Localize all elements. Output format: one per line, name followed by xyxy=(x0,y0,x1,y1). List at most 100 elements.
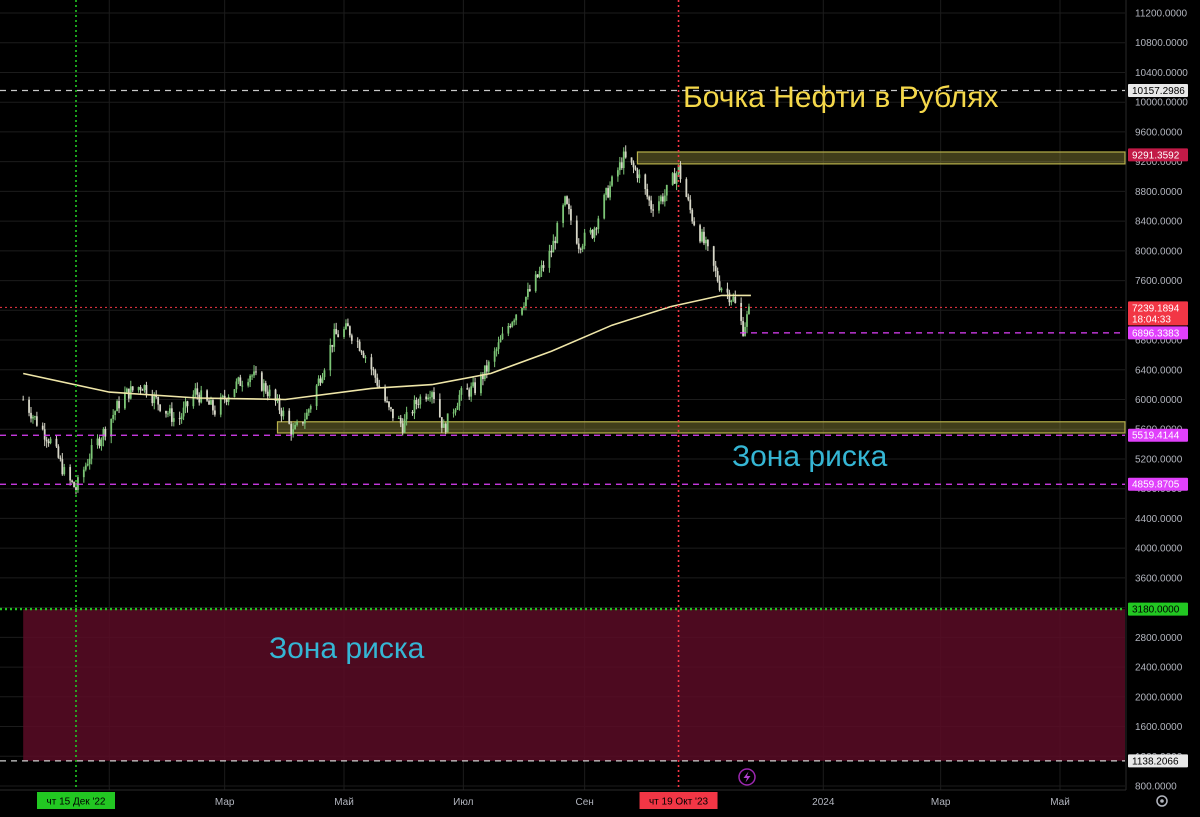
candle-body xyxy=(665,184,668,196)
y-tick-label: 6800.0000 xyxy=(1135,336,1183,347)
candle-body xyxy=(634,167,637,170)
moving-average xyxy=(23,294,751,401)
candle-body xyxy=(390,407,392,409)
candle-body xyxy=(526,289,529,297)
candle-body xyxy=(706,239,709,247)
candle-body xyxy=(364,357,367,359)
y-tick-label: 5200.0000 xyxy=(1135,454,1183,465)
candle-body xyxy=(210,400,212,405)
candle-body xyxy=(237,377,240,382)
y-tick-label: 4400.0000 xyxy=(1135,514,1183,525)
candle-body xyxy=(131,386,134,391)
candle-body xyxy=(282,410,285,417)
candle-body xyxy=(110,418,113,437)
y-tick-label: 2800.0000 xyxy=(1135,633,1183,644)
candle-body xyxy=(429,397,431,399)
y-tick-label: 800.0000 xyxy=(1135,782,1177,793)
candle-body xyxy=(323,370,326,378)
candle-body xyxy=(677,165,680,174)
candle-body xyxy=(513,320,516,323)
candle-body xyxy=(661,196,664,202)
candle-body xyxy=(501,333,504,340)
candle-body xyxy=(118,401,120,409)
candle-body xyxy=(431,392,433,398)
candle-body xyxy=(247,382,250,386)
y-tick-label: 2400.0000 xyxy=(1135,663,1183,674)
candle-body xyxy=(241,385,244,387)
candle-body xyxy=(603,194,606,219)
candle-body xyxy=(305,412,308,420)
level-badge-label: 3180.0000 xyxy=(1132,605,1180,616)
candle-body xyxy=(227,397,230,402)
candle-body xyxy=(235,381,238,390)
candle-body xyxy=(620,162,623,169)
candle-body xyxy=(605,188,608,195)
candle-body xyxy=(374,370,377,378)
candle-body xyxy=(104,428,107,437)
candle-body xyxy=(219,397,222,415)
candle-body xyxy=(69,467,72,481)
candle-body xyxy=(212,400,214,411)
y-tick-label: 8800.0000 xyxy=(1135,187,1183,198)
level-badge-label: 9291.3592 xyxy=(1132,150,1180,161)
candle-body xyxy=(321,377,324,383)
candle-body xyxy=(343,329,345,338)
candle-body xyxy=(728,292,731,303)
candle-body xyxy=(507,326,510,334)
candle-body xyxy=(705,239,707,244)
level-badge xyxy=(1128,148,1188,162)
candle-body xyxy=(225,399,228,402)
candle-body xyxy=(595,228,598,230)
candle-body xyxy=(472,382,475,387)
candle-body xyxy=(650,200,653,210)
candle-body xyxy=(740,302,743,322)
candle-body xyxy=(511,322,514,327)
candle-body xyxy=(515,314,518,321)
candle-body xyxy=(63,467,66,475)
y-tick-label: 1600.0000 xyxy=(1135,722,1183,733)
candle-body xyxy=(170,408,173,422)
y-tick-label: 9600.0000 xyxy=(1135,127,1183,138)
y-tick-label: 7600.0000 xyxy=(1135,276,1183,287)
candle-body xyxy=(59,457,62,460)
candle-body xyxy=(317,378,320,386)
y-tick-label: 2000.0000 xyxy=(1135,692,1183,703)
candle-body xyxy=(417,404,420,406)
candle-body xyxy=(480,374,482,394)
candle-body xyxy=(172,418,175,422)
candle-body xyxy=(294,424,297,430)
candle-body xyxy=(583,232,586,246)
candle-body xyxy=(392,408,394,419)
candle-body xyxy=(264,383,267,392)
gear-icon[interactable] xyxy=(1156,795,1168,807)
candle-body xyxy=(691,209,694,222)
candle-body xyxy=(116,401,118,412)
candle-body xyxy=(734,296,737,303)
candle-body xyxy=(98,438,101,447)
level-badge xyxy=(1128,602,1188,616)
candle-body xyxy=(687,196,690,200)
lightning-icon[interactable] xyxy=(738,768,756,786)
candle-body xyxy=(589,229,592,233)
level-badge-label: 7239.1894 xyxy=(1132,303,1180,314)
level-badge-sublabel: 18:04:33 xyxy=(1132,314,1171,325)
chart-title: Бочка Нефти в Рублях xyxy=(683,81,999,114)
candle-body xyxy=(200,390,203,403)
candle-body xyxy=(732,296,735,301)
candle-body xyxy=(440,417,443,428)
candle-body xyxy=(564,196,566,206)
horizontal-levels xyxy=(0,89,1125,762)
candle-body xyxy=(712,246,715,266)
candle-body xyxy=(474,382,476,394)
candle-body xyxy=(143,385,146,391)
candle-body xyxy=(296,421,298,425)
candle-body xyxy=(180,416,183,420)
candle-body xyxy=(744,326,746,336)
candle-body xyxy=(90,445,93,459)
candle-body xyxy=(701,231,703,242)
candle-body xyxy=(466,388,469,390)
candle-body xyxy=(624,151,627,158)
candle-body xyxy=(548,250,551,268)
candle-body xyxy=(746,314,748,327)
